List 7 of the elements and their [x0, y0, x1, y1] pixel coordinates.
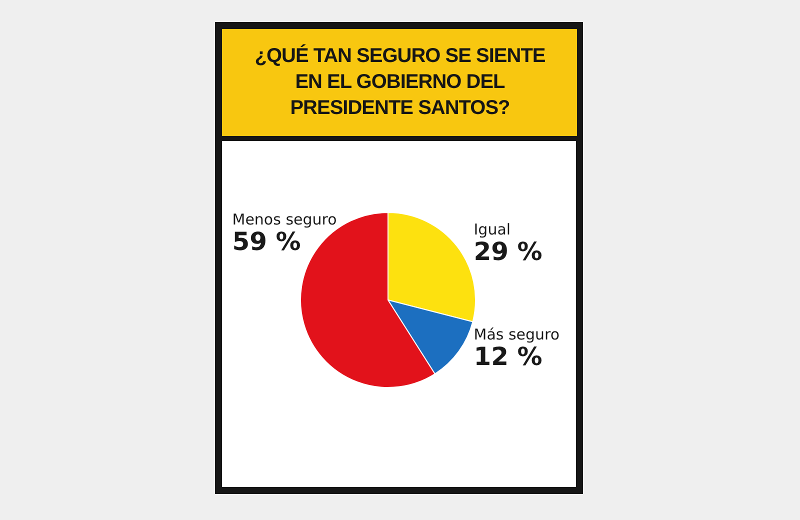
data-label: 12 %: [474, 342, 542, 371]
slice-label: Menos seguro: [232, 210, 337, 229]
data-label: 59 %: [232, 227, 301, 256]
data-label: 29 %: [474, 236, 542, 266]
slice-label: Igual: [474, 220, 511, 238]
chart-title: ¿QUÉ TAN SEGURO SE SIENTE EN EL GOBIERNO DEL PRESIDENTE SANTOS?: [254, 43, 546, 121]
slice-label: Más seguro: [474, 325, 560, 344]
